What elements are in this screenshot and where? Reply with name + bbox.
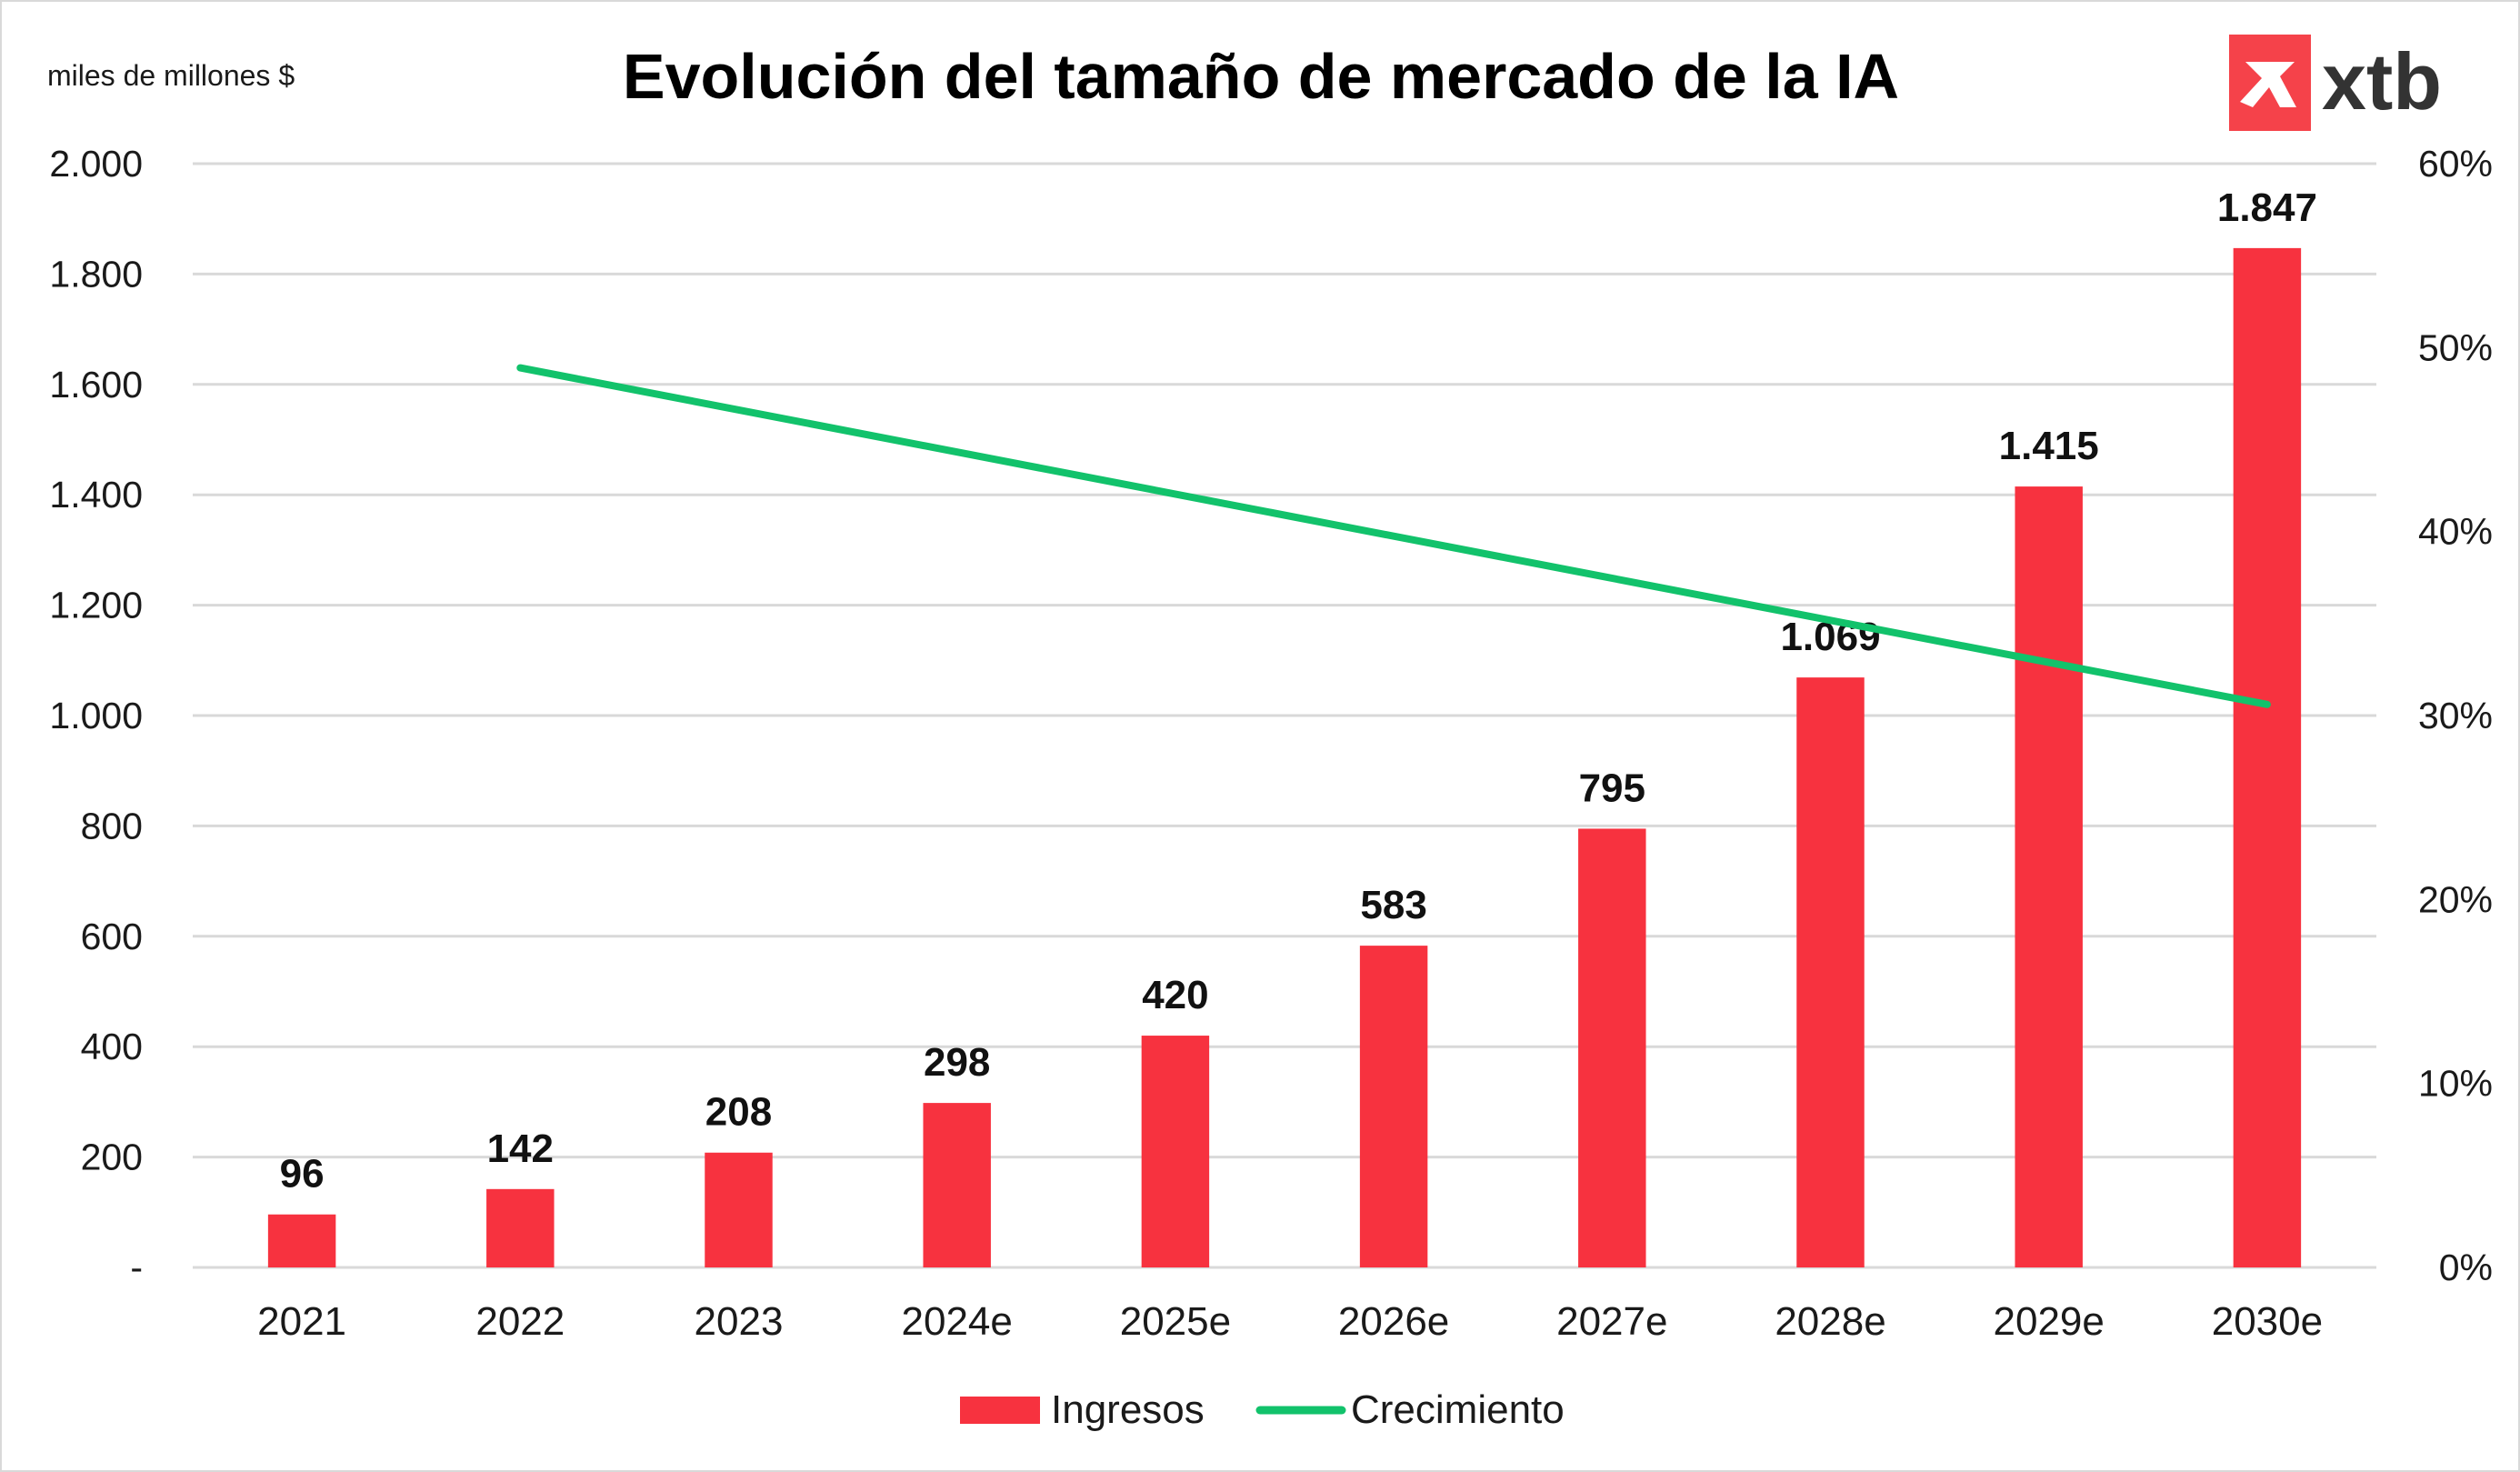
bar-ingresos <box>705 1152 773 1267</box>
chart-title: Evolución del tamaño de mercado de la IA <box>623 41 1899 112</box>
bar-data-label: 420 <box>1142 973 1208 1017</box>
bar-ingresos <box>267 1214 336 1267</box>
right-axis-tick-label: 40% <box>2418 511 2493 553</box>
left-axis-tick-label: - <box>130 1247 143 1288</box>
right-axis-tick-label: 50% <box>2418 326 2493 368</box>
left-axis-tick-label: 1.600 <box>49 364 143 406</box>
growth-line-layer <box>516 364 2271 708</box>
x-axis-category-label: 2024e <box>902 1299 1013 1344</box>
bar-ingresos <box>486 1188 555 1267</box>
x-axis-categories: 2021 2022 2023 2024e 2025e 2026e 2027e 2028e 202… <box>257 1299 2323 1344</box>
right-axis-tick-label: 60% <box>2418 143 2493 185</box>
left-axis-ticks: - 200 400 600 800 1.000 1.200 1.400 1.600 1.800 2.… <box>49 143 143 1288</box>
legend: Ingresos Crecimiento <box>960 1387 1565 1432</box>
bar-data-label: 96 <box>280 1152 325 1197</box>
left-axis-tick-label: 2.000 <box>49 143 143 185</box>
legend-swatch-ingresos <box>960 1397 1040 1424</box>
left-axis-tick-label: 400 <box>81 1026 143 1067</box>
x-axis-category-label: 2022 <box>475 1299 565 1344</box>
xtb-logo-x-icon <box>2240 62 2296 107</box>
right-axis-tick-label: 30% <box>2418 695 2493 736</box>
bar-data-label: 1.847 <box>2217 185 2317 230</box>
bar-ingresos <box>1359 946 1428 1267</box>
bar-data-label: 1.415 <box>1999 424 2099 468</box>
bar-data-label: 208 <box>705 1090 772 1135</box>
right-axis-tick-label: 20% <box>2418 878 2493 920</box>
bar-ingresos <box>1578 828 1646 1267</box>
left-axis-tick-label: 1.200 <box>49 585 143 626</box>
bar-ingresos <box>923 1103 991 1267</box>
bar-data-label: 142 <box>487 1127 554 1171</box>
bars <box>267 247 2302 1268</box>
xtb-logo: xtb <box>2229 35 2442 131</box>
legend-label-crecimiento: Crecimiento <box>1351 1387 1565 1432</box>
bar-ingresos <box>2015 486 2083 1267</box>
right-axis-tick-label: 0% <box>2439 1247 2493 1288</box>
growth-line <box>516 364 2271 708</box>
left-axis-tick-label: 1.800 <box>49 253 143 295</box>
bar-data-label: 795 <box>1579 766 1645 810</box>
x-axis-category-label: 2026e <box>1338 1299 1449 1344</box>
unit-label: miles de millones $ <box>47 59 295 92</box>
x-axis-category-label: 2023 <box>695 1299 784 1344</box>
left-axis-tick-label: 200 <box>81 1137 143 1178</box>
bar-ingresos <box>1796 677 1865 1267</box>
xtb-logo-text: xtb <box>2322 36 2442 126</box>
left-axis-tick-label: 1.400 <box>49 474 143 516</box>
x-axis-category-label: 2021 <box>257 1299 346 1344</box>
left-axis-tick-label: 600 <box>81 916 143 957</box>
left-axis-tick-label: 1.000 <box>49 695 143 736</box>
right-axis-tick-label: 10% <box>2418 1063 2493 1105</box>
x-axis-category-label: 2028e <box>1775 1299 1885 1344</box>
bar-data-label: 298 <box>924 1040 990 1085</box>
x-axis-category-label: 2030e <box>2212 1299 2323 1344</box>
legend-label-ingresos: Ingresos <box>1051 1387 1205 1432</box>
bar-ingresos <box>1141 1036 1210 1267</box>
x-axis-category-label: 2029e <box>1994 1299 2105 1344</box>
bar-data-label: 583 <box>1360 883 1426 927</box>
gridlines <box>193 162 2376 1269</box>
bar-ingresos <box>2233 247 2302 1268</box>
right-axis-ticks: 0% 10% 20% 30% 40% 50% 60% <box>2418 143 2493 1288</box>
x-axis-category-label: 2025e <box>1120 1299 1231 1344</box>
x-axis-category-label: 2027e <box>1556 1299 1667 1344</box>
left-axis-tick-label: 800 <box>81 805 143 846</box>
